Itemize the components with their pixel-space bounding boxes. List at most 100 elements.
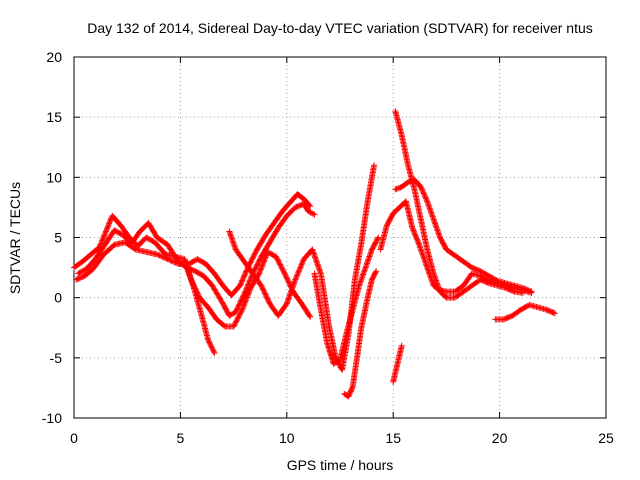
data-point	[250, 253, 257, 260]
data-point	[247, 259, 254, 266]
data-point	[333, 359, 340, 366]
data-point	[528, 288, 535, 295]
data-point	[237, 281, 244, 288]
data-point	[131, 245, 138, 252]
data-point	[510, 288, 517, 295]
y-tick-label: 10	[46, 169, 62, 185]
data-point	[192, 286, 199, 293]
data-point	[278, 264, 285, 271]
data-point	[237, 309, 244, 316]
data-point	[242, 298, 249, 305]
y-tick-label: -10	[42, 410, 62, 426]
data-point	[102, 228, 109, 235]
data-point	[375, 234, 382, 241]
data-point	[299, 260, 306, 267]
data-point	[252, 265, 259, 272]
data-point	[331, 360, 338, 367]
data-point	[242, 288, 249, 295]
x-tick-label: 15	[385, 430, 401, 446]
data-point	[242, 286, 249, 293]
y-tick-label: 0	[54, 290, 62, 306]
data-point	[265, 298, 272, 305]
data-point	[374, 235, 381, 242]
data-point	[240, 302, 247, 309]
data-point	[208, 343, 215, 350]
data-point	[103, 227, 110, 234]
series-track-7	[341, 268, 380, 400]
data-point	[241, 291, 248, 298]
data-point	[296, 265, 303, 272]
data-point	[253, 262, 260, 269]
data-point	[156, 252, 163, 259]
data-point	[418, 185, 425, 192]
data-point	[410, 227, 417, 234]
x-tick-label: 20	[492, 430, 508, 446]
data-point	[256, 256, 263, 263]
data-point	[242, 269, 249, 276]
data-point	[414, 236, 421, 243]
data-point	[261, 257, 268, 264]
data-point	[412, 232, 419, 239]
data-point	[207, 342, 214, 349]
data-point	[411, 230, 418, 237]
data-point	[103, 225, 110, 232]
data-point	[277, 261, 284, 268]
data-point	[306, 202, 313, 209]
data-point	[254, 260, 261, 267]
data-point	[421, 193, 428, 200]
data-point	[239, 306, 246, 313]
data-point	[164, 256, 171, 263]
x-tick-label: 0	[70, 430, 78, 446]
y-tick-label: -5	[50, 350, 63, 366]
data-point	[281, 270, 288, 277]
data-point	[258, 265, 265, 272]
data-point	[238, 280, 245, 287]
data-point	[259, 262, 266, 269]
data-point	[237, 310, 244, 317]
data-point	[255, 258, 262, 265]
y-tick-label: 20	[46, 49, 62, 65]
x-tick-label: 5	[177, 430, 185, 446]
data-point	[295, 268, 302, 275]
data-point	[189, 279, 196, 286]
data-point	[160, 254, 167, 261]
data-point	[235, 303, 242, 310]
data-point	[102, 229, 109, 236]
data-point	[260, 286, 267, 293]
data-point	[421, 191, 428, 198]
data-point	[243, 295, 250, 302]
data-point	[420, 190, 427, 197]
data-point	[260, 259, 267, 266]
data-point	[275, 257, 282, 264]
data-point	[211, 350, 218, 357]
data-point	[233, 306, 240, 313]
data-point	[206, 339, 213, 346]
data-point	[242, 297, 249, 304]
data-point	[106, 219, 113, 226]
data-point	[101, 232, 108, 239]
data-point	[101, 231, 108, 238]
data-point	[527, 288, 534, 295]
data-point	[188, 276, 195, 283]
axis-ticks: 0 5 10 15 20 25 -10 -5 0 5 10 15 20	[42, 49, 614, 446]
data-point	[240, 303, 247, 310]
data-point	[279, 266, 286, 273]
data-point	[292, 275, 299, 282]
data-point	[241, 289, 248, 296]
data-point	[190, 281, 197, 288]
data-point	[252, 249, 259, 256]
data-point	[233, 307, 240, 314]
data-point	[420, 189, 427, 196]
data-point	[260, 258, 267, 265]
data-point	[205, 338, 212, 345]
data-point	[263, 294, 270, 301]
data-point	[306, 312, 313, 319]
data-point	[419, 186, 426, 193]
data-point	[261, 255, 268, 262]
data-point	[205, 336, 212, 343]
data-point	[259, 285, 266, 292]
series-track-12	[492, 301, 558, 323]
data-point	[247, 286, 254, 293]
data-point	[349, 384, 356, 391]
data-point	[248, 258, 255, 265]
